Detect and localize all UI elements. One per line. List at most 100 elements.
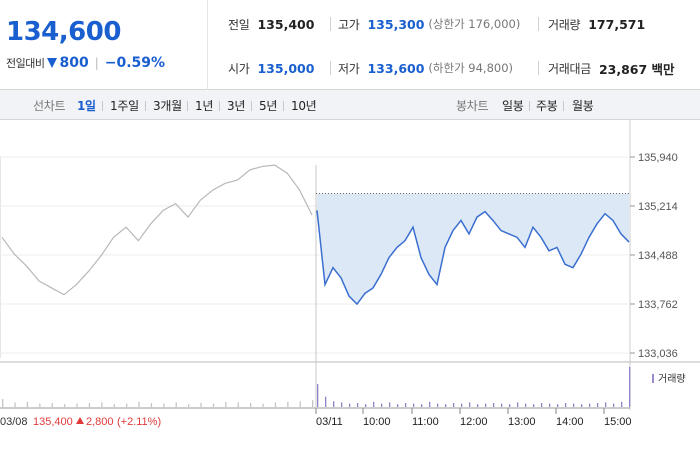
candle-daily[interactable]: 일봉: [502, 99, 524, 113]
today-volume-bar: [365, 404, 367, 407]
stat-label: 저가: [338, 61, 360, 76]
today-volume-bar: [421, 404, 423, 407]
today-volume-bar: [509, 404, 511, 407]
today-volume-bar: [581, 404, 583, 407]
stat-label: 거래대금: [548, 61, 591, 76]
prev-day-series-line: [1, 164, 313, 296]
period-bar: 선차트 1일 1주일 3개월 1년 3년 5년 10년 봉차트 일봉 주봉 월봉: [0, 90, 700, 120]
y-tick-label: 133,036: [638, 348, 678, 360]
candle-chart-title: 봉차트: [456, 99, 489, 113]
stat-value: 135,400: [257, 16, 315, 32]
candle-weekly[interactable]: 주봉: [536, 99, 558, 113]
today-volume-bar: [493, 403, 495, 407]
period-divider: [251, 101, 252, 111]
stat-value: 135,000: [257, 60, 315, 76]
today-volume-bar: [549, 403, 551, 407]
stat-label: 거래량: [548, 17, 581, 32]
today-volume-bar: [437, 403, 439, 407]
period-10year[interactable]: 10년: [291, 99, 317, 113]
today-volume-bar: [461, 403, 463, 407]
prev-day-volume-bar: [76, 403, 78, 407]
period-divider: [283, 101, 284, 111]
y-tick-label: 135,214: [638, 201, 678, 213]
x-axis-ticks: 03/11 10:00 11:00 12:00 13:00 14:00 15:00: [315, 408, 632, 428]
stat-sub: (상한가 176,000): [428, 17, 521, 31]
stock-summary-header: 134,600 전일대비 800 | −0.59% 전일 135,400 고가 …: [0, 0, 700, 90]
prev-day-volume-bar: [26, 401, 29, 407]
today-volume-bar: [541, 403, 543, 407]
prev-day-volume-bar: [39, 403, 41, 407]
volume-legend-label: 거래량: [658, 373, 686, 385]
prev-day-change: 2,800: [86, 416, 114, 428]
today-volume-bar: [405, 403, 407, 407]
today-volume-bar: [341, 402, 343, 407]
today-volume-bar: [501, 403, 503, 407]
prev-day-volume-bar: [64, 404, 66, 407]
period-1week[interactable]: 1주일: [110, 99, 139, 113]
period-divider: [187, 101, 188, 111]
period-divider: [102, 101, 103, 111]
current-price: 134,600: [6, 17, 121, 47]
period-1day[interactable]: 1일: [77, 99, 96, 113]
period-3month[interactable]: 3개월: [153, 99, 182, 113]
prev-day-volume-bar: [250, 403, 252, 407]
today-volume-bar: [597, 403, 599, 407]
volume-bars: [2, 367, 631, 407]
prev-day-volume-bar: [14, 402, 16, 407]
change-label: 전일대비: [6, 57, 45, 70]
prev-day-volume-bar: [51, 403, 53, 407]
x-tick-label: 13:00: [508, 416, 536, 428]
prev-day-volume-bar: [287, 401, 289, 407]
today-volume-bar: [533, 404, 535, 407]
stat-value: 133,600: [367, 60, 425, 76]
prev-day-volume-bar: [225, 401, 227, 407]
prev-day-volume-bar: [2, 399, 4, 407]
stat-divider: [538, 17, 539, 31]
prev-day-volume-bar: [299, 401, 301, 407]
prev-day-volume-bar: [237, 402, 239, 407]
stat-value: 135,300: [367, 16, 425, 32]
today-volume-bar: [445, 404, 447, 407]
prev-day-volume-bar: [200, 403, 202, 407]
period-3year[interactable]: 3년: [227, 99, 246, 113]
grid-lines: [0, 156, 630, 354]
today-volume-bar: [397, 404, 399, 407]
today-volume-bar: [469, 402, 471, 407]
change-amount: 800: [59, 55, 89, 71]
today-area-fill: [317, 193, 629, 305]
today-volume-bar: [453, 403, 455, 407]
today-volume-bar: [485, 403, 487, 407]
today-volume-bar: [357, 403, 359, 407]
today-volume-bar: [381, 403, 383, 407]
today-series-line: [316, 210, 630, 306]
today-volume-bar: [557, 404, 559, 407]
y-tick-label: 133,762: [638, 299, 678, 311]
prev-day-volume-bar: [101, 402, 103, 407]
prev-day-volume-bar: [138, 401, 140, 407]
prev-day-volume-bar: [212, 403, 215, 407]
today-volume-bar: [621, 401, 623, 407]
stat-volume: 거래량 177,571: [548, 15, 645, 33]
prev-day-volume-bar: [274, 402, 277, 407]
period-1year[interactable]: 1년: [195, 99, 214, 113]
line-chart-title: 선차트: [33, 99, 66, 113]
today-volume-bar: [525, 403, 527, 407]
stat-prev-close: 전일 135,400: [228, 15, 314, 33]
today-volume-bar: [413, 403, 415, 407]
stat-value: 23,867 백만: [598, 61, 675, 77]
stat-divider: [538, 61, 539, 75]
stat-divider: [330, 17, 331, 31]
today-volume-bar: [373, 401, 375, 407]
price-chart[interactable]: 135,940 135,214 134,488 133,762 133,036 03/1…: [0, 120, 700, 450]
change-rate: −0.59%: [104, 55, 166, 71]
stat-label: 전일: [228, 17, 250, 32]
candle-monthly[interactable]: 월봉: [572, 99, 594, 113]
stat-trade-amount: 거래대금 23,867 백만: [548, 59, 675, 77]
x-tick-label: 03/11: [316, 416, 343, 428]
stat-sub: (하한가 94,800): [428, 61, 514, 75]
x-tick-label: 12:00: [460, 416, 488, 428]
prev-day-volume-bar: [262, 403, 264, 407]
stat-open: 시가 135,000: [228, 59, 314, 77]
period-5year[interactable]: 5년: [259, 99, 278, 113]
prev-day-volume-bar: [126, 403, 128, 407]
